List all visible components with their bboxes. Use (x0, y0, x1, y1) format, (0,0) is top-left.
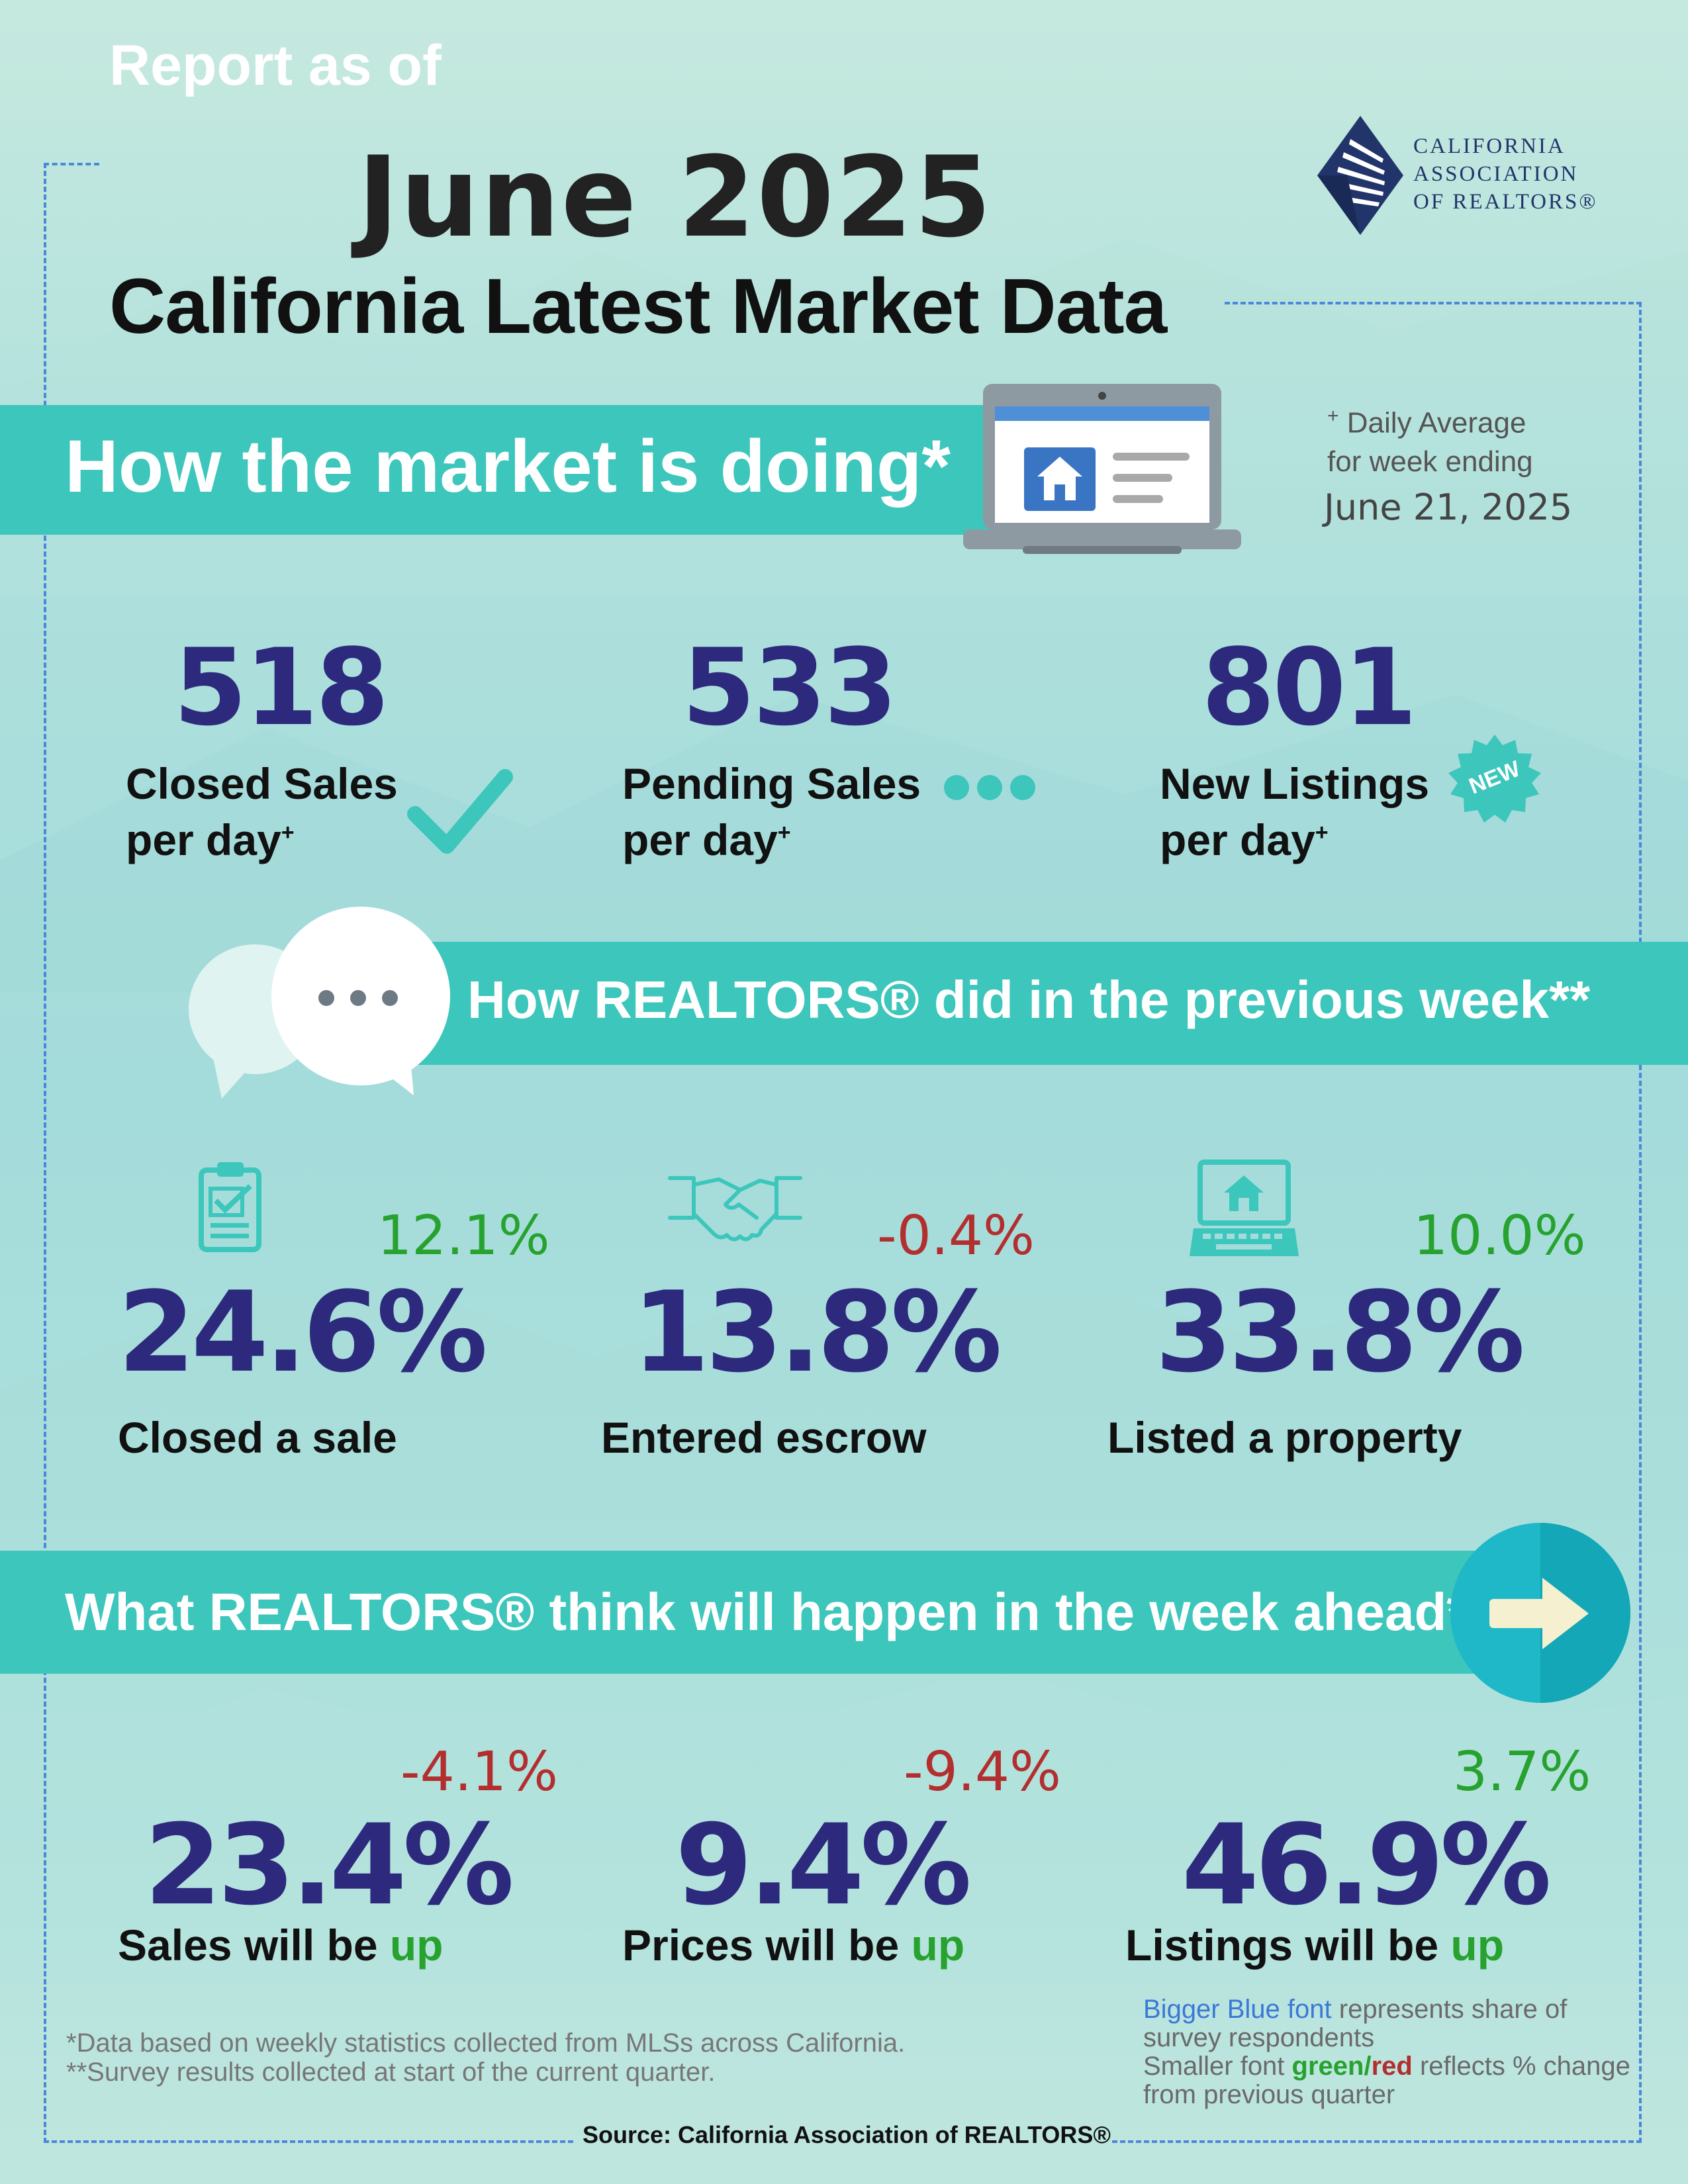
prices-change: -9.4% (904, 1741, 1061, 1803)
new-listings-label-1: New Listings (1160, 759, 1430, 808)
pending-sales-mark: + (777, 820, 791, 845)
entered-escrow-change: -0.4% (877, 1205, 1035, 1267)
prices-label: Prices will be up (622, 1921, 964, 1970)
pending-sales-label: Pending Sales per day+ (622, 759, 921, 864)
week-ahead-heading: What REALTORS® think will happen in the … (65, 1582, 1488, 1641)
listings-label-up: up (1450, 1921, 1505, 1970)
report-date: June 2025 (357, 132, 993, 262)
entered-escrow-label: Entered escrow (601, 1413, 927, 1462)
prices-label-up: up (911, 1921, 965, 1970)
listings-label: Listings will be up (1125, 1921, 1504, 1970)
legend-text-3: reflects % change from previous quarter (1143, 2052, 1630, 2109)
market-heading-band (0, 405, 993, 535)
legend-note: Bigger Blue font represents share of sur… (1143, 1995, 1646, 2109)
car-logo: CALIFORNIA ASSOCIATION OF REALTORS® (1311, 113, 1622, 238)
listings-change: 3.7% (1453, 1741, 1591, 1803)
laptop-house-icon (1190, 1160, 1299, 1256)
new-listings-label-2: per day (1160, 815, 1315, 864)
car-logo-icon (1317, 116, 1403, 235)
report-as-of-label: Report as of (109, 34, 442, 97)
dashed-frame-top-right (1225, 302, 1642, 304)
clipboard-icon (199, 1162, 261, 1252)
closed-a-sale-label: Closed a sale (118, 1413, 397, 1462)
closed-a-sale-value: 24.6% (118, 1267, 488, 1397)
legend-blue-text: Bigger Blue font (1143, 1995, 1332, 2024)
dashed-frame-top-left (44, 163, 99, 165)
closed-sales-label-2: per day (126, 815, 281, 864)
new-badge-icon: NEW (1448, 735, 1541, 827)
market-heading: How the market is doing* (65, 425, 951, 508)
sales-value: 23.4% (144, 1800, 514, 1930)
entered-escrow-value: 13.8% (632, 1267, 1002, 1397)
daily-average-line-1: Daily Average (1346, 406, 1526, 439)
week-ahead-heading-band (0, 1551, 1523, 1674)
dashed-frame-bottom-left (44, 2140, 573, 2143)
pending-sales-label-2: per day (622, 815, 778, 864)
prices-label-text: Prices will be (622, 1921, 912, 1970)
legend-red-text: red (1371, 2052, 1413, 2081)
logo-line-2: ASSOCIATION (1413, 162, 1579, 186)
footnote-2: **Survey results collected at start of t… (66, 2058, 716, 2087)
dots-icon (944, 775, 1035, 800)
daily-average-line-2: for week ending (1327, 445, 1533, 478)
listings-value: 46.9% (1182, 1800, 1552, 1930)
legend-text-1: represents share of survey respondents (1143, 1995, 1568, 2052)
closed-a-sale-change: 12.1% (377, 1205, 550, 1267)
logo-line-1: CALIFORNIA (1413, 134, 1566, 158)
listings-label-text: Listings will be (1125, 1921, 1451, 1970)
logo-line-3: OF REALTORS® (1413, 190, 1598, 214)
source-note: Source: California Association of REALTO… (583, 2121, 1111, 2148)
pending-sales-value: 533 (682, 625, 898, 749)
dashed-frame-bottom-right (1112, 2140, 1642, 2143)
checkmark-icon (407, 769, 513, 854)
new-listings-value: 801 (1201, 625, 1417, 749)
week-ending-date: June 21, 2025 (1324, 486, 1573, 528)
previous-week-heading: How REALTORS® did in the previous week** (467, 970, 1591, 1029)
sales-label: Sales will be up (118, 1921, 444, 1970)
prices-value: 9.4% (675, 1800, 972, 1930)
footnotes: *Data based on weekly statistics collect… (66, 2028, 905, 2087)
speech-bubbles-icon (189, 907, 450, 1099)
legend-slash: / (1364, 2052, 1372, 2081)
listed-a-property-value: 33.8% (1155, 1267, 1525, 1397)
new-listings-mark: + (1315, 820, 1329, 845)
dashed-frame-right (1639, 302, 1642, 2143)
pending-sales-label-1: Pending Sales (622, 759, 921, 808)
page-title: California Latest Market Data (109, 263, 1167, 350)
closed-sales-value: 518 (173, 625, 389, 749)
previous-week-heading-band (404, 942, 1688, 1065)
closed-sales-label: Closed Sales per day+ (126, 759, 398, 864)
closed-sales-mark: + (281, 820, 295, 845)
sales-label-text: Sales will be (118, 1921, 390, 1970)
new-listings-label: New Listings per day+ (1160, 759, 1429, 864)
handshake-icon (668, 1176, 802, 1242)
daily-average-mark: + (1327, 405, 1339, 427)
legend-text-2: Smaller font (1143, 2052, 1292, 2081)
closed-sales-label-1: Closed Sales (126, 759, 398, 808)
daily-average-note: + Daily Average for week ending (1327, 397, 1533, 481)
dashed-frame-left (44, 163, 46, 2143)
arrow-right-icon (1450, 1523, 1630, 1703)
footnote-1: *Data based on weekly statistics collect… (66, 2028, 906, 2058)
sales-label-up: up (389, 1921, 444, 1970)
legend-green-text: green (1291, 2052, 1364, 2081)
listed-a-property-label: Listed a property (1107, 1413, 1462, 1462)
laptop-listing-icon (963, 384, 1241, 554)
listed-a-property-change: 10.0% (1413, 1205, 1586, 1267)
sales-change: -4.1% (400, 1741, 558, 1803)
